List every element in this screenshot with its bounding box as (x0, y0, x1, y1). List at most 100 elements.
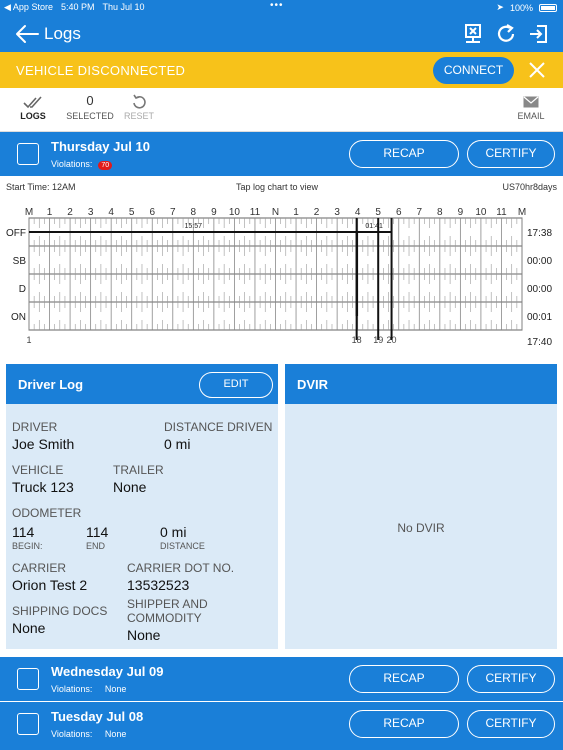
edit-button[interactable]: EDIT (199, 372, 273, 398)
hour-label: 3 (88, 207, 94, 218)
dvir-header: DVIR (285, 364, 557, 404)
day-header-tuesday: Tuesday Jul 08 Violations: None RECAP CE… (0, 702, 563, 750)
row-label: D (19, 284, 26, 295)
reset-button[interactable]: RESET (122, 93, 156, 121)
odometer-end-label: END (86, 541, 106, 551)
day-checkbox[interactable] (17, 143, 39, 165)
reset-icon (133, 94, 146, 109)
double-check-icon (23, 96, 42, 109)
hour-label: 6 (396, 207, 402, 218)
hour-label: 10 (475, 207, 487, 218)
logs-tool-button[interactable]: LOGS (18, 93, 48, 121)
hour-label: 5 (375, 207, 381, 218)
certify-button[interactable]: CERTIFY (467, 710, 555, 738)
day-violations: Violations: 70 (51, 159, 113, 170)
recap-button[interactable]: RECAP (349, 665, 459, 693)
log-chart[interactable]: M 1 2 3 4 5 6 7 8 9 10 11 N 1 2 3 4 5 6 7 8 9 10 11 M OFF 17:38 SB 0… (0, 200, 563, 352)
vehicle-disconnected-banner: VEHICLE DISCONNECTED CONNECT (0, 52, 563, 88)
row-total: 00:00 (527, 256, 552, 267)
row-total: 00:01 (527, 312, 552, 323)
driver-log-title: Driver Log (18, 377, 84, 392)
driver-label: DRIVER (12, 420, 58, 434)
day-name[interactable]: Thursday Jul 10 (51, 139, 150, 154)
odometer-field: ODOMETER (12, 506, 81, 520)
logs-toolbar: LOGS 0 SELECTED RESET EMAIL (0, 88, 563, 132)
logout-icon[interactable] (528, 23, 550, 45)
selected-counter: 0 SELECTED (64, 93, 116, 121)
day-checkbox[interactable] (17, 668, 39, 690)
row-label: OFF (6, 228, 26, 239)
segment-label: 01:41 (365, 223, 383, 230)
email-icon (523, 96, 539, 108)
selected-count: 0 (86, 93, 94, 108)
odometer-end-value: 114 (86, 524, 109, 540)
back-arrow-icon[interactable] (14, 22, 40, 46)
hour-label: 1 (293, 207, 299, 218)
dvir-title: DVIR (297, 377, 329, 392)
email-button[interactable]: EMAIL (514, 93, 548, 121)
no-dvir-message: No DVIR (397, 521, 445, 535)
connect-button[interactable]: CONNECT (433, 57, 514, 84)
violations-label: Violations: (51, 729, 93, 739)
day-name[interactable]: Wednesday Jul 09 (51, 664, 164, 679)
logs-tool-label: LOGS (20, 111, 46, 121)
hour-label: 7 (417, 207, 423, 218)
battery-icon (539, 3, 557, 12)
carrier-dot-label: CARRIER DOT NO. (127, 561, 235, 575)
odometer-begin-label: BEGIN: (12, 541, 43, 551)
odometer-begin-value: 114 (12, 524, 35, 540)
hour-label: 2 (67, 207, 73, 218)
day-checkbox[interactable] (17, 713, 39, 735)
hour-label: M (518, 207, 526, 218)
violations-label: Violations: (51, 684, 93, 694)
violations-badge: 70 (98, 161, 113, 170)
event-marker-label: 18 (352, 335, 362, 345)
driver-log-header: Driver Log EDIT (6, 364, 278, 404)
location-icon: ➤ (496, 2, 504, 12)
distance-field: DISTANCE DRIVEN 0 mi (164, 420, 272, 452)
carrier-value: Orion Test 2 (12, 577, 88, 593)
status-bar: ◀ App Store 5:40 PM Thu Jul 10 ••• ➤ 100… (0, 0, 563, 16)
device-disconnect-icon[interactable] (462, 23, 484, 45)
reset-label: RESET (123, 111, 154, 121)
email-label: EMAIL (517, 111, 545, 121)
hour-label: 8 (191, 207, 197, 218)
close-icon[interactable] (528, 61, 546, 79)
odometer-distance: 0 mi DISTANCE (160, 522, 205, 551)
driver-log-panel: Driver Log EDIT DRIVER Joe Smith DISTANC… (6, 364, 278, 649)
status-date: Thu Jul 10 (102, 2, 145, 12)
hour-label: 8 (437, 207, 443, 218)
vehicle-field: VEHICLE Truck 123 (12, 463, 74, 495)
row-total: 17:38 (527, 228, 552, 239)
vehicle-label: VEHICLE (12, 463, 64, 477)
refresh-icon[interactable] (495, 23, 517, 45)
day-header-thursday: Thursday Jul 10 Violations: 70 RECAP CERT… (0, 132, 563, 176)
hour-label: 5 (129, 207, 135, 218)
hour-label: 3 (334, 207, 340, 218)
certify-button[interactable]: CERTIFY (467, 665, 555, 693)
hour-label: 4 (108, 207, 114, 218)
event-marker-label: 19 (373, 335, 383, 345)
carrier-label: CARRIER (12, 561, 67, 575)
carrier-field: CARRIER Orion Test 2 (12, 561, 87, 593)
certify-button[interactable]: CERTIFY (467, 140, 555, 168)
odometer-label: ODOMETER (12, 506, 82, 520)
day-violations: Violations: None (51, 684, 126, 694)
driver-value: Joe Smith (12, 436, 75, 452)
hour-label: 11 (250, 207, 261, 218)
row-total: 00:00 (527, 284, 552, 295)
hour-label: 6 (149, 207, 155, 218)
cycle-rule: US70hr8days (502, 182, 557, 192)
odometer-end: 114 END (86, 522, 108, 551)
distance-value: 0 mi (164, 436, 191, 452)
odometer-distance-label: DISTANCE (160, 541, 205, 551)
multitask-dots-icon[interactable]: ••• (270, 0, 284, 11)
back-to-app-link[interactable]: ◀ App Store (4, 2, 53, 12)
carrier-dot-field: CARRIER DOT NO. 13532523 (127, 561, 234, 593)
recap-button[interactable]: RECAP (349, 710, 459, 738)
recap-button[interactable]: RECAP (349, 140, 459, 168)
day-name[interactable]: Tuesday Jul 08 (51, 709, 144, 724)
hour-label: N (272, 207, 279, 218)
shipping-docs-value: None (12, 620, 46, 636)
hour-label: 9 (458, 207, 464, 218)
